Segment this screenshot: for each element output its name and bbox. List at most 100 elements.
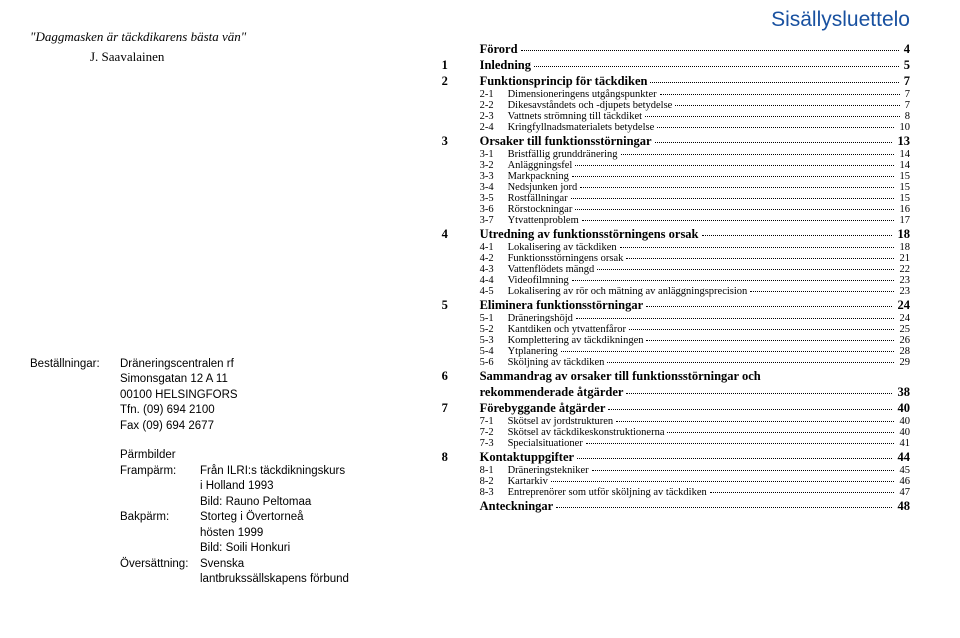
toc-section: 7Förebyggande åtgärder40 [442, 401, 910, 416]
toc-page-number: 16 [899, 204, 910, 215]
toc-sub-num: 7-2 [480, 427, 508, 438]
toc-sub-num: 4-5 [480, 286, 508, 297]
toc-title: Sisällysluettelo [442, 8, 910, 32]
toc-dots [551, 481, 895, 482]
toc-page-number: 22 [899, 264, 910, 275]
toc-sub-num: 3-7 [480, 215, 508, 226]
toc-sub-label: Dräneringstekniker [508, 465, 589, 476]
toc-section: 4Utredning av funktionsstörningens orsak… [442, 227, 910, 242]
toc-subsection: 7-1Skötsel av jordstrukturen40 [442, 416, 910, 427]
bakparm-l2: hösten 1999 [200, 526, 412, 542]
framparm-l1: Från ILRI:s täckdikningskurs [200, 464, 345, 480]
toc-page-number: 7 [904, 74, 910, 89]
oversattning-l1: Svenska [200, 557, 244, 573]
toc-page-number: 7 [905, 89, 910, 100]
order-addr1: Simonsgatan 12 A 11 [120, 372, 412, 388]
toc-subsection: 7-2Skötsel av täckdikeskonstruktionerna4… [442, 427, 910, 438]
toc-subsection: 4-2Funktionsstörningens orsak21 [442, 253, 910, 264]
toc-dots [607, 362, 894, 363]
toc-sub-num: 2-3 [480, 111, 508, 122]
framparm-label: Frampärm: [120, 464, 200, 480]
toc-dots [646, 340, 894, 341]
order-org: Dräneringscentralen rf [120, 357, 412, 373]
framparm-l3: Bild: Rauno Peltomaa [200, 495, 412, 511]
toc-section-num: 4 [442, 227, 480, 242]
toc-page-number: 15 [899, 193, 910, 204]
toc-page-number: 7 [905, 100, 910, 111]
toc-list: Förord41Inledning52Funktionsprincip för … [442, 42, 910, 514]
toc-subsection: 5-1Dräneringshöjd24 [442, 313, 910, 324]
toc-section-label: Sammandrag av orsaker till funktionsstör… [480, 369, 761, 384]
toc-dots [657, 127, 894, 128]
toc-section: 5Eliminera funktionsstörningar24 [442, 298, 910, 313]
toc-page-number: 4 [904, 42, 910, 57]
toc-sub-label: Anläggningsfel [508, 160, 573, 171]
bakparm-l1: Storteg i Övertorneå [200, 510, 304, 526]
toc-sub-num: 5-1 [480, 313, 508, 324]
left-column: "Daggmasken är täckdikarens bästa vän" J… [0, 0, 442, 638]
toc-sub-label: Rostfällningar [508, 193, 568, 204]
toc-dots [576, 318, 895, 319]
toc-dots [534, 66, 899, 67]
toc-sub-num: 5-2 [480, 324, 508, 335]
toc-dots [667, 432, 894, 433]
toc-page-number: 14 [899, 149, 910, 160]
toc-page-number: 17 [899, 215, 910, 226]
toc-section-num: 3 [442, 134, 480, 149]
toc-sub-label: Lokalisering av rör och mätning av anläg… [508, 286, 748, 297]
toc-subsection: 5-6Sköljning av täckdiken29 [442, 357, 910, 368]
quote-line: "Daggmasken är täckdikarens bästa vän" [30, 28, 412, 46]
toc-sub-num: 4-3 [480, 264, 508, 275]
toc-page-number: 41 [899, 438, 910, 449]
toc-section: Anteckningar48 [442, 499, 910, 514]
toc-dots [586, 443, 895, 444]
toc-sub-label: Videofilmning [508, 275, 569, 286]
toc-page-number: 46 [899, 476, 910, 487]
toc-dots [592, 470, 895, 471]
toc-sub-num: 7-1 [480, 416, 508, 427]
toc-sub-label: Specialsituationer [508, 438, 583, 449]
toc-subsection: 2-3Vattnets strömning till täckdiket8 [442, 111, 910, 122]
document-page: "Daggmasken är täckdikarens bästa vän" J… [0, 0, 960, 638]
toc-dots [655, 142, 893, 143]
toc-sub-label: Kantdiken och ytvattenfåror [508, 324, 626, 335]
toc-dots [650, 82, 898, 83]
toc-dots [580, 187, 894, 188]
toc-section-label: Eliminera funktionsstörningar [480, 298, 644, 313]
toc-page-number: 10 [899, 122, 910, 133]
toc-page-number: 15 [899, 171, 910, 182]
toc-page-number: 18 [897, 227, 910, 242]
toc-sub-num: 3-1 [480, 149, 508, 160]
toc-subsection: 3-4Nedsjunken jord15 [442, 182, 910, 193]
toc-sub-num: 5-6 [480, 357, 508, 368]
toc-dots [620, 247, 895, 248]
toc-page-number: 40 [899, 427, 910, 438]
toc-sub-num: 3-4 [480, 182, 508, 193]
toc-sub-num: 8-2 [480, 476, 508, 487]
parmbilder-heading: Pärmbilder [120, 448, 412, 464]
toc-subsection: 5-4Ytplanering28 [442, 346, 910, 357]
toc-sub-num: 7-3 [480, 438, 508, 449]
toc-sub-label: Skötsel av jordstrukturen [508, 416, 614, 427]
toc-page-number: 24 [897, 298, 910, 313]
toc-page-number: 28 [899, 346, 910, 357]
toc-page-number: 23 [899, 275, 910, 286]
toc-page-number: 48 [897, 499, 910, 514]
toc-section-label: Förebyggande åtgärder [480, 401, 606, 416]
toc-dots [626, 258, 894, 259]
oversattning-label: Översättning: [120, 557, 200, 573]
toc-sub-num: 4-2 [480, 253, 508, 264]
toc-dots [710, 492, 895, 493]
toc-section-num: 8 [442, 450, 480, 465]
toc-section-label: rekommenderade åtgärder [480, 385, 624, 400]
toc-dots [597, 269, 894, 270]
toc-sub-num: 8-3 [480, 487, 508, 498]
toc-subsection: 7-3Specialsituationer 41 [442, 438, 910, 449]
toc-sub-label: Kartarkiv [508, 476, 548, 487]
toc-page-number: 18 [899, 242, 910, 253]
toc-sub-label: Dimensioneringens utgångspunkter [508, 89, 657, 100]
toc-subsection: 8-3Entreprenörer som utför sköljning av … [442, 487, 910, 498]
toc-sub-num: 4-1 [480, 242, 508, 253]
toc-section-num: 2 [442, 74, 480, 89]
toc-sub-label: Rörstockningar [508, 204, 573, 215]
